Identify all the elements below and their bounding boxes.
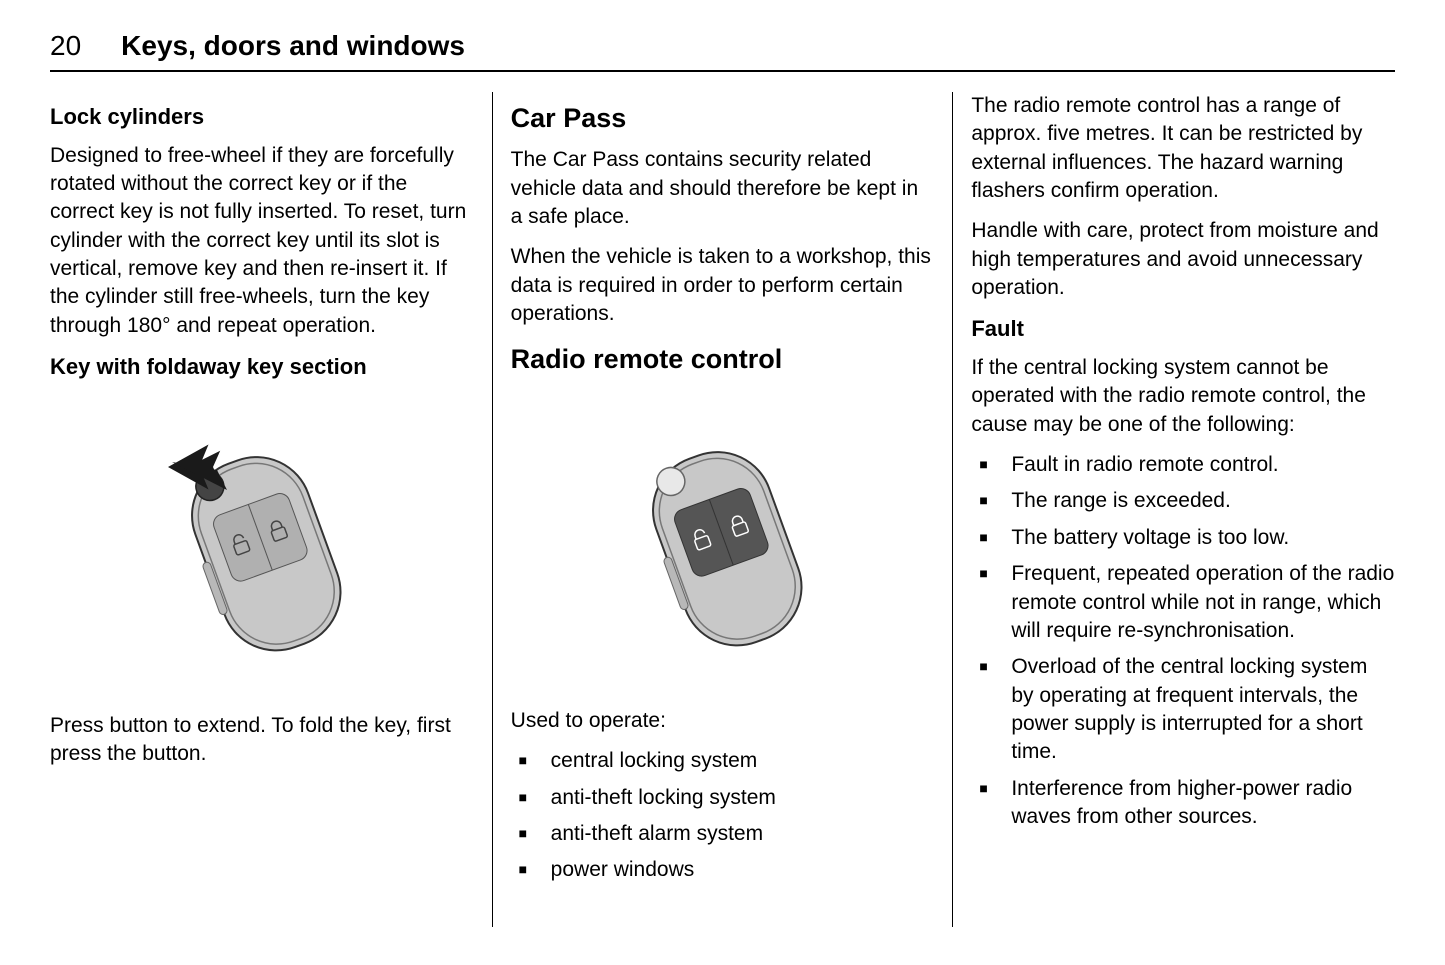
list-item: Frequent, repeated operation of the radi… [971, 560, 1395, 645]
arrow-icon [168, 444, 227, 490]
list-item: anti-theft alarm system [511, 820, 935, 848]
page-header: 20 Keys, doors and windows [50, 30, 1395, 72]
key-fob-image-remote [511, 387, 935, 687]
list-uses: central locking system anti-theft lockin… [511, 747, 935, 884]
paragraph-used-to-operate: Used to operate: [511, 707, 935, 735]
list-faults: Fault in radio remote control. The range… [971, 451, 1395, 831]
heading-fault: Fault [971, 314, 1395, 344]
paragraph-carpass-2: When the vehicle is taken to a workshop,… [511, 243, 935, 328]
key-fob-image-with-arrow [50, 392, 474, 692]
list-item: The battery voltage is too low. [971, 524, 1395, 552]
paragraph-lock-cylinders: Designed to free-wheel if they are force… [50, 142, 474, 340]
paragraph-handle-care: Handle with care, protect from moisture … [971, 217, 1395, 302]
list-item: anti-theft locking system [511, 784, 935, 812]
column-3: The radio remote control has a range of … [953, 92, 1395, 927]
heading-lock-cylinders: Lock cylinders [50, 102, 474, 132]
paragraph-press-button: Press button to extend. To fold the key,… [50, 712, 474, 769]
heading-foldaway-key: Key with foldaway key section [50, 352, 474, 382]
column-2: Car Pass The Car Pass contains security … [492, 92, 954, 927]
chapter-title: Keys, doors and windows [121, 30, 465, 62]
list-item: power windows [511, 856, 935, 884]
heading-radio-remote: Radio remote control [511, 341, 935, 377]
list-item: Overload of the central locking system b… [971, 653, 1395, 766]
heading-car-pass: Car Pass [511, 100, 935, 136]
list-item: central locking system [511, 747, 935, 775]
content-columns: Lock cylinders Designed to free-wheel if… [50, 92, 1395, 927]
paragraph-range: The radio remote control has a range of … [971, 92, 1395, 205]
column-1: Lock cylinders Designed to free-wheel if… [50, 92, 492, 927]
list-item: Fault in radio remote control. [971, 451, 1395, 479]
paragraph-fault-intro: If the central locking system cannot be … [971, 354, 1395, 439]
list-item: The range is exceeded. [971, 487, 1395, 515]
page-number: 20 [50, 30, 81, 62]
paragraph-carpass-1: The Car Pass contains security related v… [511, 146, 935, 231]
list-item: Interference from higher-power radio wav… [971, 775, 1395, 832]
